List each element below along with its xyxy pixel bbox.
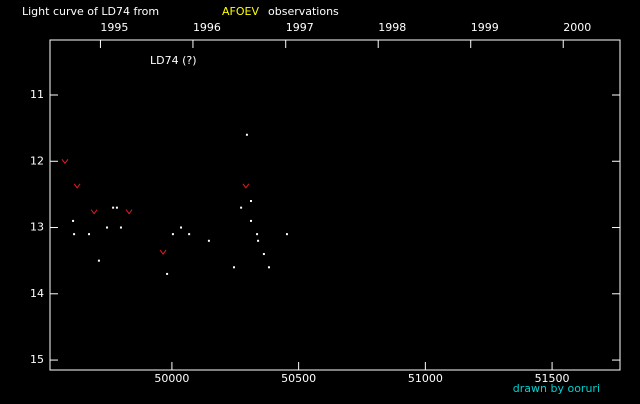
data-point: [249, 200, 252, 203]
x-tick-label: 51000: [408, 372, 443, 385]
data-point: [256, 233, 259, 236]
x-tick-label: 51500: [535, 372, 570, 385]
data-point: [119, 226, 122, 229]
data-point: [240, 206, 243, 209]
data-point: [262, 253, 265, 256]
y-tick-label: 12: [30, 154, 44, 167]
data-point: [257, 239, 260, 242]
data-point: [166, 272, 169, 275]
y-tick-label: 11: [30, 88, 44, 101]
data-point: [285, 233, 288, 236]
upper-limit-marker: [159, 249, 167, 255]
upper-limit-marker: [73, 183, 81, 189]
y-tick-label: 13: [30, 221, 44, 234]
x-tick-label: 50500: [281, 372, 316, 385]
data-point: [249, 219, 252, 222]
title-tail: observations: [268, 5, 339, 18]
data-point: [72, 219, 75, 222]
x2-tick-label: 1999: [471, 21, 499, 34]
upper-limit-marker: [125, 209, 133, 215]
data-point: [112, 206, 115, 209]
data-point: [245, 133, 248, 136]
data-point: [171, 233, 174, 236]
x2-tick-label: 1997: [286, 21, 314, 34]
data-point: [180, 226, 183, 229]
upper-limit-marker: [90, 209, 98, 215]
upper-limit-marker: [242, 183, 250, 189]
credit: drawn by ooruri: [513, 382, 600, 395]
x2-tick-label: 2000: [563, 21, 591, 34]
data-point: [188, 233, 191, 236]
data-point: [106, 226, 109, 229]
data-point: [207, 239, 210, 242]
annotation: LD74 (?): [150, 54, 197, 67]
plot-frame: [49, 39, 621, 371]
x-tick-label: 50000: [154, 372, 189, 385]
title-highlight: AFOEV: [222, 5, 259, 18]
x2-tick-label: 1995: [100, 21, 128, 34]
upper-limit-marker: [61, 158, 69, 165]
data-point: [267, 266, 270, 269]
data-point: [97, 259, 100, 262]
data-point: [73, 233, 76, 236]
x2-tick-label: 1996: [193, 21, 221, 34]
data-point: [88, 233, 91, 236]
x2-tick-label: 1998: [378, 21, 406, 34]
data-point: [233, 266, 236, 269]
y-tick-label: 15: [30, 353, 44, 366]
chart-title: Light curve of LD74 from: [22, 5, 159, 18]
y-tick-label: 14: [30, 287, 44, 300]
data-point: [115, 206, 118, 209]
